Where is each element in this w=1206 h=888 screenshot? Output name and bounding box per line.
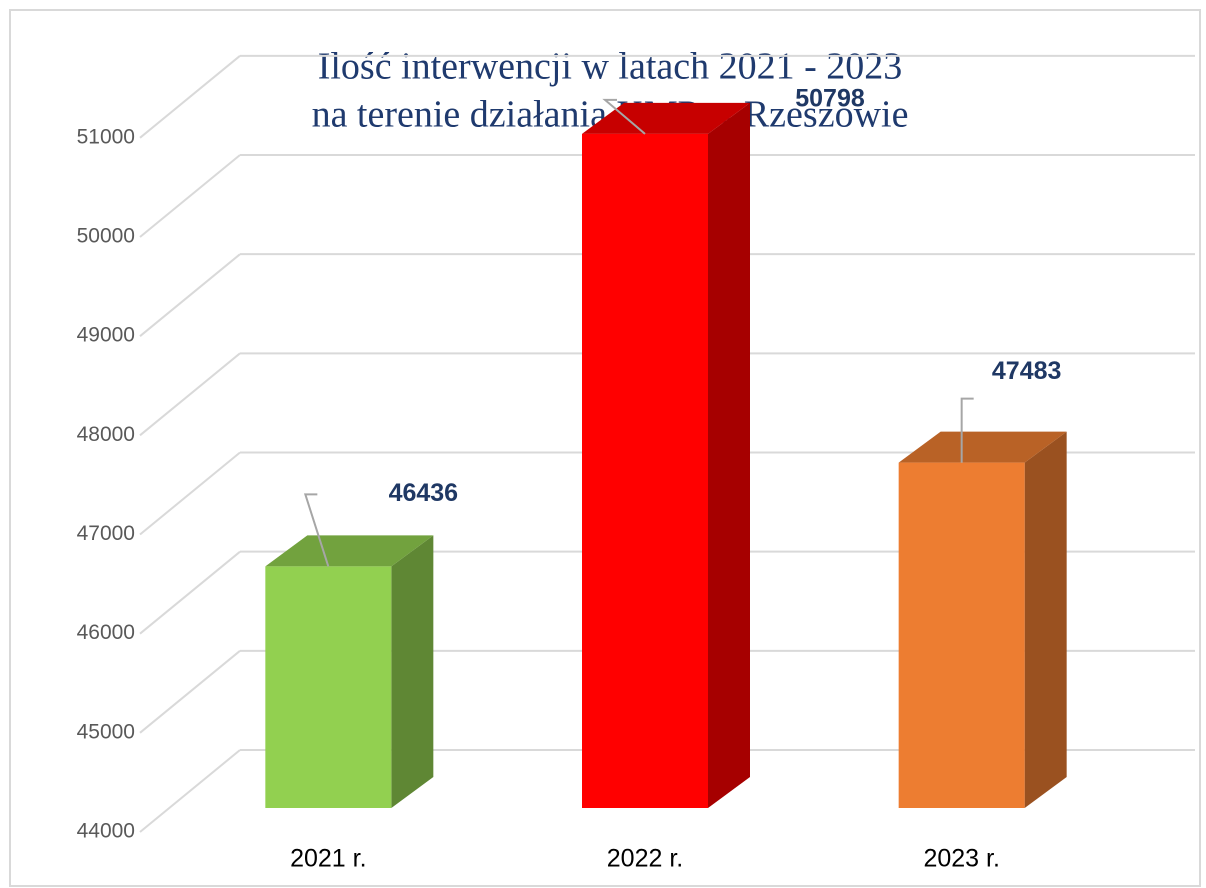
grid-line <box>139 55 241 139</box>
bar <box>265 566 392 808</box>
grid-line <box>139 749 241 833</box>
y-tick-label: 46000 <box>77 621 135 644</box>
data-label: 50798 <box>795 84 865 112</box>
leader-line <box>303 493 330 567</box>
grid-line <box>139 154 241 238</box>
grid-line <box>139 451 241 536</box>
data-label: 47483 <box>992 357 1062 385</box>
bar-top <box>898 431 1067 463</box>
grid-line <box>139 550 241 635</box>
bar-side <box>391 535 434 808</box>
bar <box>582 133 708 809</box>
leader-line <box>602 98 646 135</box>
x-tick-label: 2021 r. <box>290 845 366 873</box>
y-tick-label: 45000 <box>77 720 135 743</box>
y-tick-label: 51000 <box>77 125 135 148</box>
bar-side <box>708 102 750 809</box>
y-tick-label: 49000 <box>77 324 135 347</box>
leader-line <box>960 397 974 463</box>
data-label: 46436 <box>389 479 459 507</box>
bar-top <box>265 535 434 567</box>
bar-side <box>1024 431 1067 808</box>
grid-line <box>139 650 241 734</box>
bar <box>898 462 1025 808</box>
y-tick-label: 47000 <box>77 522 135 545</box>
y-tick-label: 50000 <box>77 225 135 248</box>
y-tick-label: 48000 <box>77 423 135 446</box>
bar-top <box>582 102 750 134</box>
grid-line <box>139 352 241 437</box>
chart-title: Ilość interwencji w latach 2021 - 2023 <box>318 46 903 88</box>
x-tick-label: 2022 r. <box>607 845 683 873</box>
grid-line <box>139 253 241 337</box>
x-tick-label: 2023 r. <box>923 845 999 873</box>
y-tick-label: 44000 <box>77 820 135 843</box>
